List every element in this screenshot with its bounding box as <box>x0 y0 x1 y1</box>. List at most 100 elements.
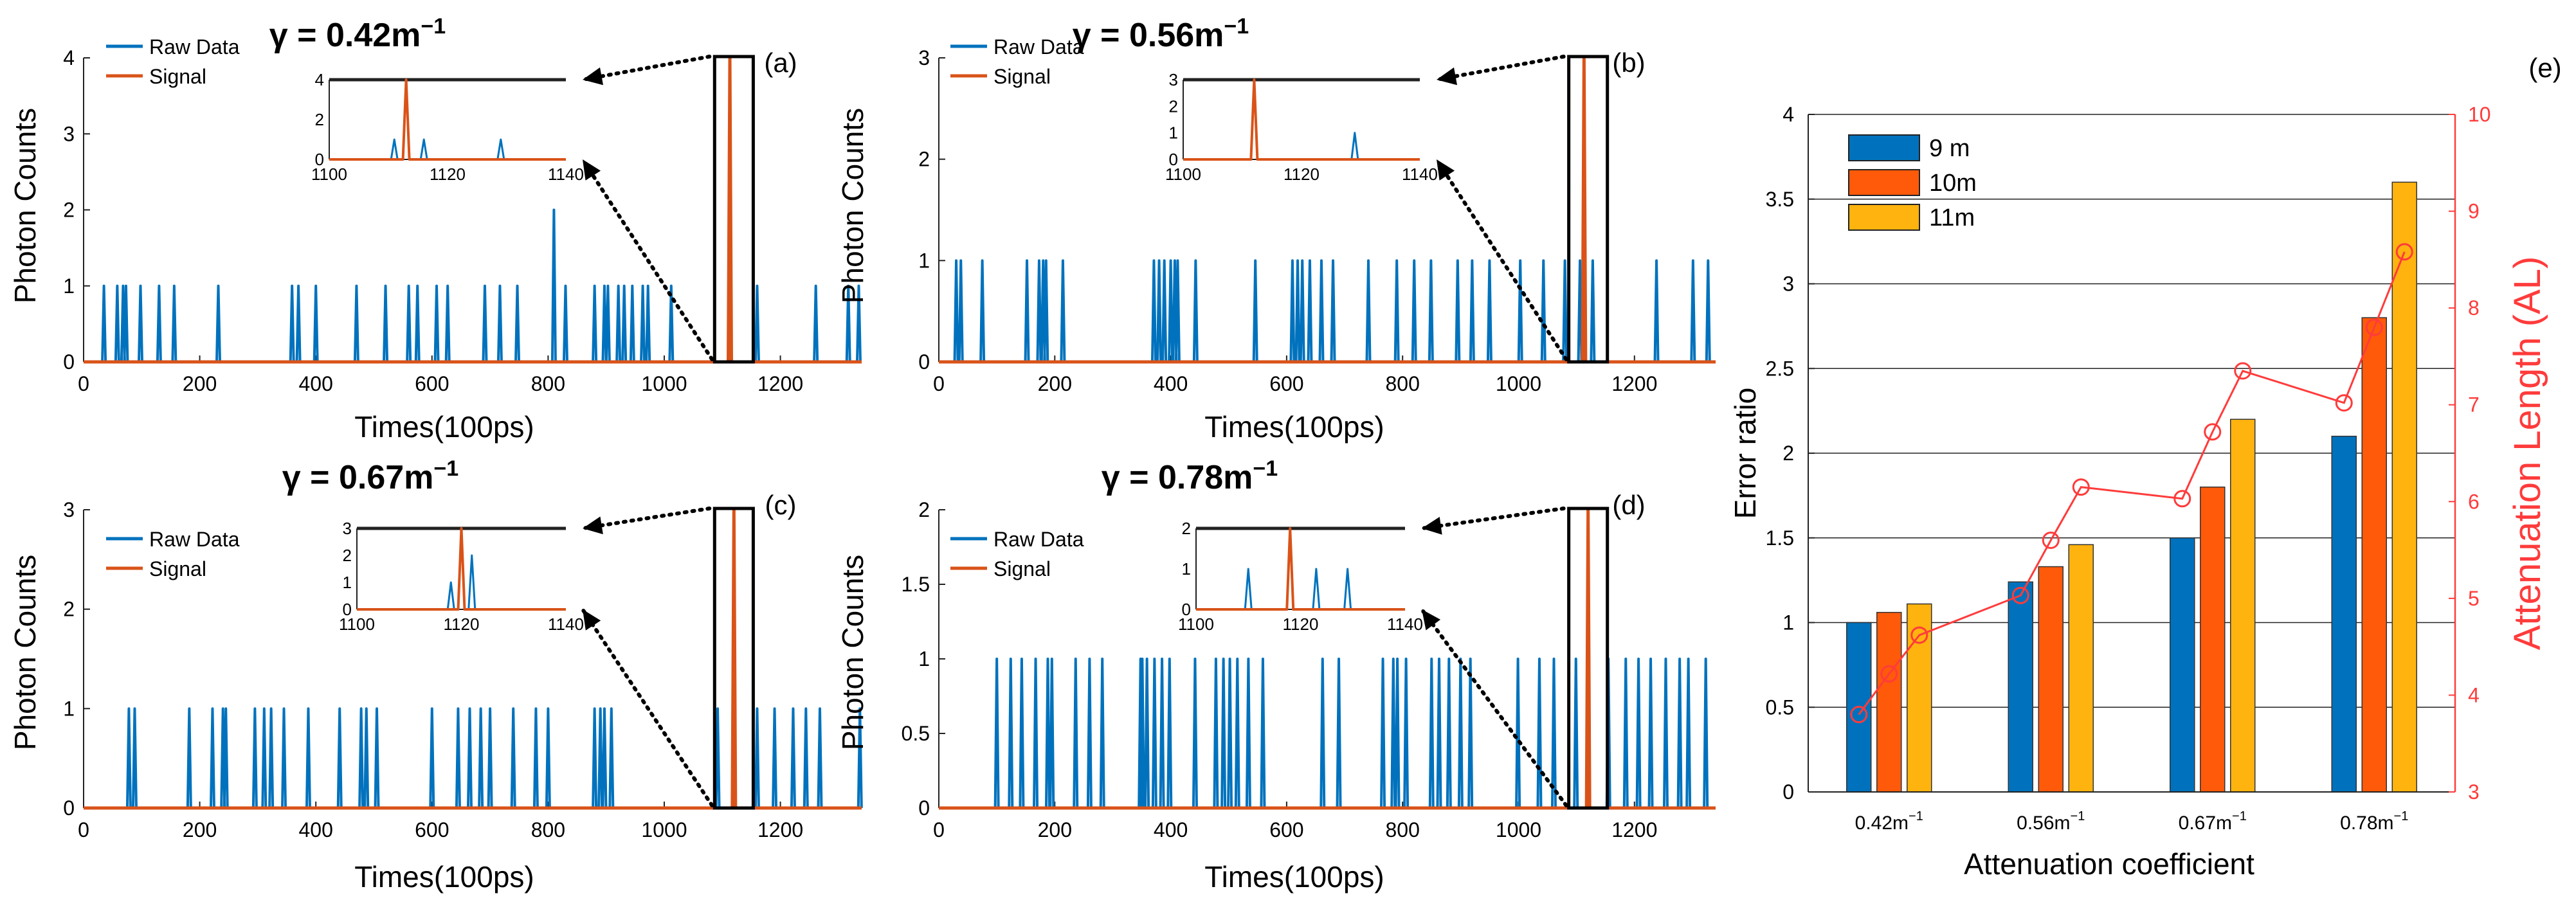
bar <box>2068 544 2094 793</box>
panel-e-legend: 9 m 10m 11m <box>1848 134 1977 231</box>
y-tick-label: 1 <box>63 697 75 720</box>
y2-tick-label: 9 <box>2468 200 2480 223</box>
inset-y-tick-label: 2 <box>1169 96 1178 116</box>
panel-c-plot: 0 200 400 600 800 1000 1200 0 1 2 3 1100 1120 1140 0 1 2… <box>63 498 863 841</box>
inset-y-tick-label: 1 <box>1182 559 1191 579</box>
zoom-box <box>712 55 755 364</box>
inset-y-tick-label: 4 <box>315 70 324 89</box>
inset-x-tick-label: 1120 <box>430 165 466 184</box>
legend-9m-swatch <box>1848 134 1920 161</box>
panel-b-xlabel: Times(100ps) <box>1204 410 1384 444</box>
y-tick-label: 2 <box>918 148 930 171</box>
attenuation-length-marker <box>2335 394 2353 412</box>
y-tick-label: 1 <box>1782 611 1794 634</box>
zoom-connector <box>1435 55 1566 82</box>
legend-10m-swatch <box>1848 169 1920 196</box>
zoom-arrowhead <box>1422 609 1441 631</box>
bar <box>2331 435 2357 793</box>
y-tick-label: 2 <box>918 498 930 521</box>
bar <box>2038 566 2064 793</box>
panel-a-xlabel: Times(100ps) <box>354 410 534 444</box>
category-label: 0.78m−1 <box>2340 809 2408 834</box>
y-tick-label: 0 <box>918 350 930 373</box>
inset-y-tick-label: 1 <box>1169 123 1178 143</box>
x-tick-label: 0 <box>933 818 945 841</box>
panel-a-label: (a) <box>764 48 797 78</box>
panel-b-plot: 0 200 400 600 800 1000 1200 0 1 2 3 1100 1120 1140 0 1 2… <box>918 46 1716 395</box>
category-label: 0.42m−1 <box>1855 809 1923 834</box>
y2-tick-label: 4 <box>2468 683 2480 706</box>
y-tick-label: 2 <box>1782 442 1794 465</box>
x-tick-label: 400 <box>298 372 332 395</box>
inset-x-tick-label: 1100 <box>311 165 347 184</box>
panel-e-xlabel: Attenuation coefficient <box>1964 847 2254 881</box>
panel-c-label: (c) <box>765 490 797 520</box>
x-tick-label: 1200 <box>757 372 803 395</box>
x-tick-label: 600 <box>415 372 449 395</box>
inset-x-tick-label: 1140 <box>548 615 584 634</box>
inset-signal-line <box>1183 78 1420 161</box>
inset-y-tick-label: 0 <box>315 150 324 169</box>
legend-signal-label: Signal <box>149 557 206 580</box>
attenuation-length-marker <box>2395 243 2413 261</box>
attenuation-length-marker <box>2173 490 2191 508</box>
y-tick-label: 3 <box>918 46 930 69</box>
inset-y-tick-label: 2 <box>343 546 352 565</box>
y-tick-label: 0.5 <box>902 722 930 745</box>
bar <box>2361 317 2387 793</box>
category-text: 0.56m <box>2017 813 2070 834</box>
y-tick-label: 1 <box>918 249 930 272</box>
x-tick-label: 1200 <box>757 818 803 841</box>
panel-d-title: γ = 0.78m−1 <box>1102 456 1278 496</box>
inset-x-tick-label: 1140 <box>548 165 584 184</box>
y-tick-label: 1 <box>918 647 930 670</box>
zoom-connector <box>581 157 714 361</box>
category-superscript: −1 <box>2071 809 2085 823</box>
inset-y-tick-label: 0 <box>1182 600 1191 619</box>
category-superscript: −1 <box>1909 809 1923 823</box>
y-tick-label: 2 <box>63 598 75 621</box>
y2-tick-label: 8 <box>2468 296 2480 319</box>
y-tick-label: 1.5 <box>1766 526 1794 550</box>
x-tick-label: 0 <box>78 372 89 395</box>
x-tick-label: 1000 <box>1496 818 1541 841</box>
y2-tick-label: 3 <box>2468 780 2480 804</box>
attenuation-length-marker <box>1850 706 1868 724</box>
inset-x-tick-label: 1100 <box>1165 165 1201 184</box>
category-label: 0.56m−1 <box>2017 809 2085 834</box>
zoom-connector <box>1435 157 1568 361</box>
x-tick-label: 200 <box>183 372 217 395</box>
zoom-arrowhead <box>583 516 603 535</box>
y-tick-label: 3 <box>63 122 75 145</box>
legend-signal-label: Signal <box>993 557 1051 580</box>
x-tick-label: 200 <box>1038 372 1072 395</box>
legend-signal-label: Signal <box>993 65 1051 88</box>
attenuation-length-marker <box>2204 423 2222 441</box>
zoom-connector <box>581 507 712 530</box>
x-tick-label: 400 <box>1154 818 1188 841</box>
y2-tick-label: 7 <box>2468 393 2480 417</box>
y-tick-label: 1.5 <box>902 573 930 596</box>
inset-background <box>329 80 566 159</box>
panel-a-legend: Raw Data Signal <box>106 35 240 88</box>
y-tick-label: 0 <box>63 350 75 373</box>
panel-a: γ = 0.42m−1 (a) Photon Counts Times(100p… <box>8 14 862 444</box>
zoom-arrowhead <box>583 159 601 181</box>
panel-d-legend: Raw Data Signal <box>950 528 1084 580</box>
y2-tick-label: 6 <box>2468 490 2480 513</box>
inset-y-tick-label: 3 <box>343 519 352 538</box>
y2-tick-label: 5 <box>2468 587 2480 610</box>
inset-x-tick-label: 1140 <box>1402 165 1438 184</box>
bar <box>2230 418 2256 793</box>
legend-10m-label: 10m <box>1929 170 1977 197</box>
zoom-arrowhead <box>1422 516 1442 535</box>
inset-y-tick-label: 1 <box>343 573 352 592</box>
panel-c-legend: Raw Data Signal <box>106 528 240 580</box>
bar <box>2170 537 2195 793</box>
x-tick-label: 200 <box>183 818 217 841</box>
y-tick-label: 1 <box>63 274 75 298</box>
panel-e: (e) Error ratio Attenuation Length (AL) … <box>1728 53 2562 881</box>
